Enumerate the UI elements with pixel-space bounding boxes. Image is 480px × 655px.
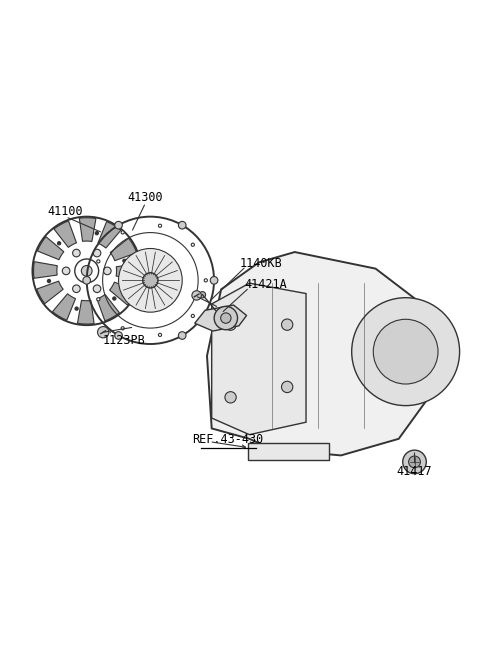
Circle shape <box>352 297 460 405</box>
Wedge shape <box>77 300 94 324</box>
Polygon shape <box>249 443 329 460</box>
Circle shape <box>119 248 182 312</box>
Circle shape <box>281 319 293 330</box>
Circle shape <box>58 242 61 245</box>
Wedge shape <box>52 293 75 320</box>
Circle shape <box>72 250 80 257</box>
Wedge shape <box>54 221 76 248</box>
Text: 41417: 41417 <box>396 465 432 478</box>
Wedge shape <box>79 217 96 242</box>
Circle shape <box>95 232 98 234</box>
Circle shape <box>214 307 238 329</box>
Circle shape <box>115 221 122 229</box>
Wedge shape <box>109 282 136 305</box>
Circle shape <box>191 314 194 318</box>
Circle shape <box>97 260 100 263</box>
Circle shape <box>93 250 101 257</box>
Circle shape <box>204 279 207 282</box>
Circle shape <box>158 333 162 337</box>
Circle shape <box>121 327 124 330</box>
Circle shape <box>75 307 78 310</box>
Wedge shape <box>110 238 137 261</box>
Text: REF.43-430: REF.43-430 <box>192 433 264 446</box>
Circle shape <box>62 267 70 274</box>
Circle shape <box>221 313 231 324</box>
Circle shape <box>81 265 92 276</box>
Circle shape <box>104 267 111 274</box>
Circle shape <box>72 285 80 293</box>
Wedge shape <box>37 236 64 260</box>
Circle shape <box>143 272 158 288</box>
Wedge shape <box>98 221 121 248</box>
Wedge shape <box>37 281 63 304</box>
Polygon shape <box>195 305 247 331</box>
Circle shape <box>97 327 109 338</box>
Circle shape <box>192 291 201 300</box>
Wedge shape <box>34 261 57 278</box>
Circle shape <box>97 297 100 301</box>
Circle shape <box>210 276 218 284</box>
Circle shape <box>225 392 236 403</box>
Text: 41421A: 41421A <box>245 278 288 291</box>
Polygon shape <box>212 283 306 435</box>
Circle shape <box>158 224 162 227</box>
Circle shape <box>408 456 420 468</box>
Circle shape <box>123 259 126 263</box>
Circle shape <box>179 331 186 339</box>
Circle shape <box>113 297 116 300</box>
Circle shape <box>225 319 236 330</box>
Text: 41300: 41300 <box>128 191 164 204</box>
Circle shape <box>121 231 124 234</box>
Text: 1123PB: 1123PB <box>103 334 146 346</box>
Circle shape <box>83 276 91 284</box>
Text: 41100: 41100 <box>48 206 84 218</box>
Polygon shape <box>207 252 433 455</box>
Circle shape <box>191 243 194 246</box>
Circle shape <box>403 450 426 474</box>
Circle shape <box>199 291 205 298</box>
Circle shape <box>373 319 438 384</box>
Circle shape <box>281 381 293 392</box>
Wedge shape <box>97 294 120 321</box>
Circle shape <box>48 280 50 283</box>
Wedge shape <box>116 263 140 280</box>
Circle shape <box>179 221 186 229</box>
Circle shape <box>93 285 101 293</box>
Circle shape <box>115 331 122 339</box>
Text: 1140KB: 1140KB <box>240 257 283 271</box>
